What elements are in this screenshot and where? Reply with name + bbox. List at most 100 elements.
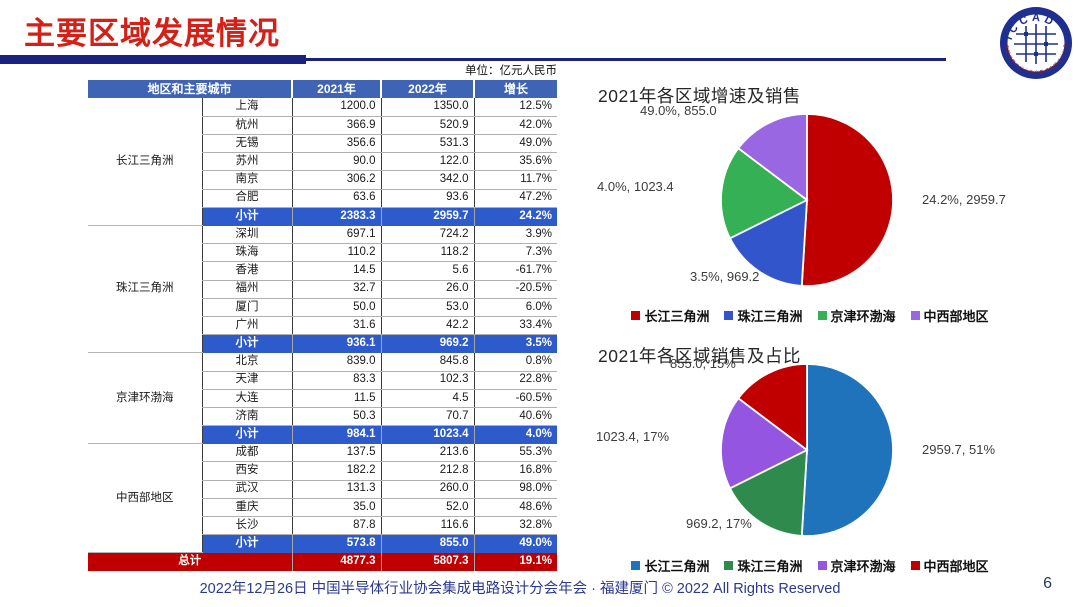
- legend-item: 京津环渤海: [817, 556, 896, 575]
- chart1-callout-top: 49.0%, 855.0: [640, 103, 717, 118]
- city-row: 长江三角洲 上海 1200.0 1350.0 12.5%: [88, 98, 558, 227]
- subtotal-2022-cell: 2959.7: [380, 207, 475, 226]
- value-2021-cell: 50.3: [291, 407, 382, 427]
- title-divider-thick: [0, 55, 306, 64]
- growth-cell: 32.8%: [473, 516, 558, 536]
- legend-item: 珠江三角洲: [724, 556, 803, 575]
- value-2021-cell: 32.7: [291, 280, 382, 299]
- subtotal-growth-cell: 3.5%: [473, 334, 558, 353]
- subtotal-label-cell: 小计: [201, 534, 293, 553]
- growth-cell: 35.6%: [473, 152, 558, 172]
- legend-label: 长江三角洲: [644, 558, 710, 574]
- city-row: 合肥 63.6 93.6 47.2%: [88, 189, 558, 208]
- pie-slice-0: [800, 113, 894, 287]
- chart2-callout-bottom: 969.2, 17%: [686, 516, 752, 531]
- subtotal-growth-cell: 4.0%: [473, 425, 558, 444]
- value-2021-cell: 87.8: [291, 516, 382, 536]
- growth-cell: 0.8%: [473, 352, 558, 372]
- growth-cell: -60.5%: [473, 389, 558, 408]
- legend-label: 中西部地区: [923, 308, 989, 324]
- value-2021-cell: 366.9: [291, 116, 382, 136]
- growth-cell: 55.3%: [473, 443, 558, 463]
- value-2021-cell: 11.5: [291, 389, 382, 408]
- legend-swatch-icon: [817, 310, 827, 320]
- chart2-title: 2021年各区域销售及占比: [598, 346, 801, 366]
- growth-cell: -61.7%: [473, 261, 558, 281]
- subtotal-2022-cell: 855.0: [380, 534, 475, 553]
- growth-cell: 22.8%: [473, 371, 558, 390]
- value-2022-cell: 26.0: [380, 280, 475, 299]
- chart1-callout-right: 24.2%, 2959.7: [922, 192, 1006, 207]
- value-2022-cell: 70.7: [380, 407, 475, 427]
- city-row: 长沙 87.8 116.6 32.8%: [88, 516, 558, 536]
- pie-slice-1: [728, 448, 808, 537]
- legend-label: 珠江三角洲: [737, 308, 803, 324]
- city-row: 杭州 366.9 520.9 42.0%: [88, 116, 558, 136]
- growth-cell: 16.8%: [473, 461, 558, 481]
- subtotal-2021-cell: 936.1: [291, 334, 382, 353]
- city-row: 珠海 110.2 118.2 7.3%: [88, 243, 558, 263]
- city-name-cell: 南京: [201, 170, 293, 190]
- subtotal-2022-cell: 1023.4: [380, 425, 475, 444]
- city-name-cell: 大连: [201, 389, 293, 408]
- header-region-city: 地区和主要城市: [88, 80, 293, 99]
- value-2022-cell: 724.2: [380, 225, 475, 245]
- city-name-cell: 香港: [201, 261, 293, 281]
- city-name-cell: 武汉: [201, 480, 293, 499]
- subtotal-label-cell: 小计: [201, 207, 293, 226]
- growth-cell: 12.5%: [473, 98, 558, 117]
- value-2021-cell: 110.2: [291, 243, 382, 263]
- value-2022-cell: 122.0: [380, 152, 475, 172]
- subtotal-row: 小计 573.8 855.0 49.0%: [88, 534, 558, 553]
- growth-cell: 42.0%: [473, 116, 558, 136]
- subtotal-growth-cell: 49.0%: [473, 534, 558, 553]
- region-cell: 京津环渤海: [88, 352, 202, 445]
- total-row: 总计 4877.3 5807.3 19.1%: [88, 552, 558, 572]
- city-name-cell: 北京: [201, 352, 293, 372]
- city-row: 香港 14.5 5.6 -61.7%: [88, 261, 558, 281]
- region-data-table-wrap: 地区和主要城市 2021年 2022年 增长 长江三角洲 上海 1200.0 1350…: [88, 80, 558, 572]
- city-name-cell: 济南: [201, 407, 293, 427]
- city-name-cell: 杭州: [201, 116, 293, 136]
- value-2022-cell: 4.5: [380, 389, 475, 408]
- growth-cell: -20.5%: [473, 280, 558, 299]
- city-name-cell: 成都: [201, 443, 293, 463]
- value-2022-cell: 118.2: [380, 243, 475, 263]
- legend-item: 长江三角洲: [631, 556, 709, 575]
- city-name-cell: 天津: [201, 371, 293, 390]
- value-2021-cell: 697.1: [291, 225, 382, 245]
- subtotal-2021-cell: 984.1: [291, 425, 382, 444]
- city-row: 福州 32.7 26.0 -20.5%: [88, 280, 558, 299]
- legend-swatch-icon: [631, 310, 641, 320]
- pie-slice-0: [800, 363, 894, 537]
- growth-cell: 40.6%: [473, 407, 558, 427]
- chart1-callout-left: 4.0%, 1023.4: [597, 179, 674, 194]
- legend-item: 京津环渤海: [817, 306, 896, 325]
- legend-item: 中西部地区: [910, 306, 989, 325]
- legend-label: 珠江三角洲: [737, 558, 803, 574]
- city-row: 京津环渤海 北京 839.0 845.8 0.8%: [88, 352, 558, 445]
- value-2021-cell: 131.3: [291, 480, 382, 499]
- city-name-cell: 福州: [201, 280, 293, 299]
- value-2022-cell: 53.0: [380, 298, 475, 317]
- city-name-cell: 上海: [201, 98, 293, 117]
- legend-label: 中西部地区: [923, 558, 989, 574]
- city-row: 天津 83.3 102.3 22.8%: [88, 371, 558, 390]
- legend-label: 京津环渤海: [830, 308, 896, 324]
- chart2-legend: 长江三角洲 珠江三角洲 京津环渤海 中西部地区: [590, 556, 1030, 574]
- growth-cell: 47.2%: [473, 189, 558, 208]
- growth-cell: 11.7%: [473, 170, 558, 190]
- legend-swatch-icon: [910, 560, 920, 570]
- growth-cell: 7.3%: [473, 243, 558, 263]
- city-row: 南京 306.2 342.0 11.7%: [88, 170, 558, 190]
- city-name-cell: 珠海: [201, 243, 293, 263]
- table-header-row: 地区和主要城市 2021年 2022年 增长: [88, 80, 558, 99]
- city-name-cell: 厦门: [201, 298, 293, 317]
- value-2022-cell: 845.8: [380, 352, 475, 372]
- city-name-cell: 重庆: [201, 498, 293, 518]
- legend-item: 珠江三角洲: [724, 306, 803, 325]
- pie-chart-growth-sales: [720, 113, 894, 287]
- city-row: 重庆 35.0 52.0 48.6%: [88, 498, 558, 518]
- city-row: 武汉 131.3 260.0 98.0%: [88, 480, 558, 499]
